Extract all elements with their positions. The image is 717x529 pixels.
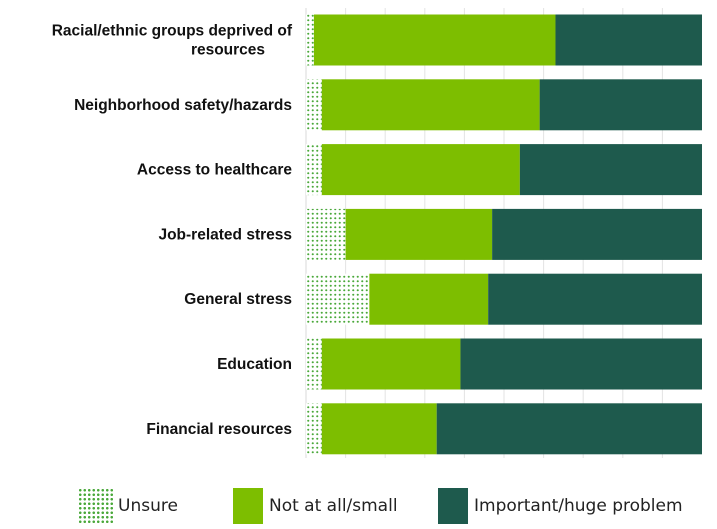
category-label: Education [217,356,292,373]
legend-swatch-unsure [78,488,114,524]
stacked-bar-chart: Racial/ethnic groups deprived of resource… [52,8,702,458]
category-labels: Racial/ethnic groups deprived of resource… [52,23,293,438]
bar-important-huge-problem-4 [488,273,702,325]
bar-unsure-0 [306,14,314,66]
bar-unsure-6 [306,403,322,455]
category-label: Neighborhood safety/hazards [74,97,292,114]
category-label: Access to healthcare [137,162,292,179]
bar-unsure-2 [306,144,322,196]
category-label: General stress [184,291,292,308]
bar-important-huge-problem-5 [460,338,702,390]
bar-not-at-all-small-3 [345,208,493,260]
bars [306,14,702,455]
bar-important-huge-problem-2 [519,144,702,196]
bar-important-huge-problem-6 [436,403,702,455]
legend-label-not-at-all-small: Not at all/small [269,496,398,516]
legend-label-important-huge-problem: Important/huge problem [474,496,683,516]
bar-not-at-all-small-5 [321,338,461,390]
legend: Unsure Not at all/small Important/huge p… [0,488,717,524]
bar-unsure-3 [306,208,346,260]
legend-label-unsure: Unsure [118,496,178,516]
bar-unsure-5 [306,338,322,390]
bar-unsure-4 [306,273,370,325]
legend-item-not-at-all-small: Not at all/small [233,488,398,524]
bar-important-huge-problem-1 [539,79,702,131]
bar-important-huge-problem-0 [555,14,702,66]
bar-not-at-all-small-4 [369,273,489,325]
legend-swatch-not-at-all-small [233,488,263,524]
bar-not-at-all-small-6 [321,403,437,455]
bar-important-huge-problem-3 [492,208,702,260]
legend-item-unsure: Unsure [78,488,178,524]
category-label: Financial resources [146,421,292,438]
bar-not-at-all-small-0 [313,14,556,66]
bar-not-at-all-small-2 [321,144,520,196]
category-label: Job-related stress [158,226,292,243]
bar-not-at-all-small-1 [321,79,540,131]
category-label: Racial/ethnic groups deprived of resource… [52,23,293,59]
legend-swatch-important-huge-problem [438,488,468,524]
legend-item-important-huge-problem: Important/huge problem [438,488,683,524]
bar-unsure-1 [306,79,322,131]
